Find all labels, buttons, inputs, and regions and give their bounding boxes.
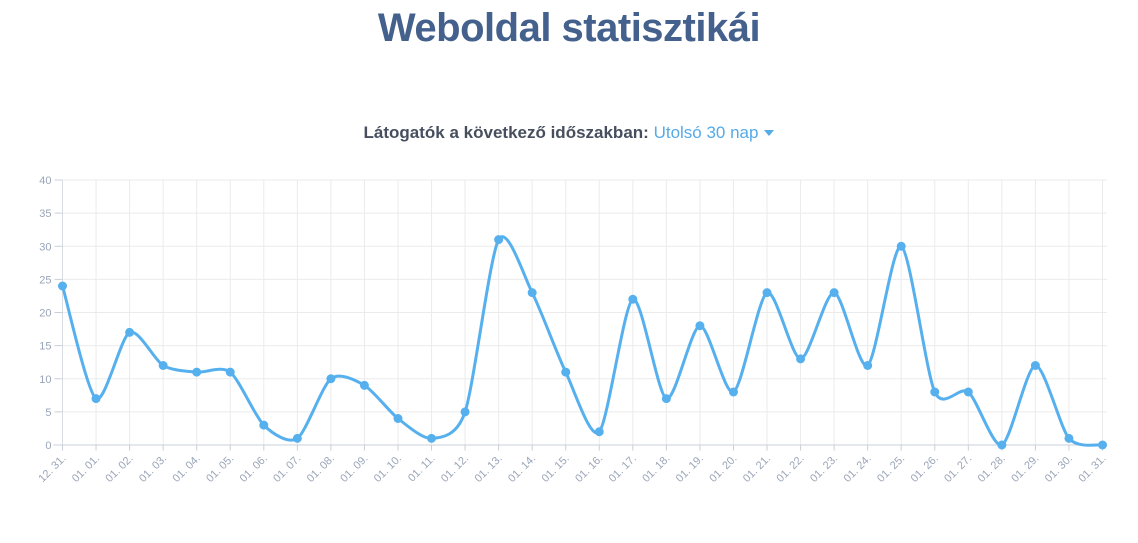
chart-line: [61, 235, 1104, 447]
data-point[interactable]: [393, 414, 403, 423]
y-axis-label: 5: [45, 407, 51, 419]
x-axis-label: 01. 06.: [238, 453, 270, 485]
data-point[interactable]: [259, 420, 269, 430]
data-point[interactable]: [930, 387, 940, 397]
data-point[interactable]: [1064, 433, 1074, 443]
x-axis-label: 01. 03.: [137, 453, 169, 485]
data-point[interactable]: [728, 387, 738, 397]
period-dropdown[interactable]: Utolsó 30 nap: [654, 121, 775, 145]
x-axis-label: 01. 01.: [70, 453, 102, 485]
data-point[interactable]: [125, 327, 135, 337]
x-axis-label: 01. 17.: [607, 453, 639, 485]
data-point[interactable]: [796, 354, 806, 364]
y-axis-label: 35: [39, 208, 51, 220]
page-title: Weboldal statisztikái: [377, 6, 761, 50]
x-axis-label: 01. 19.: [674, 453, 706, 485]
subtitle-label: Látogatók a következő időszakban:: [363, 123, 649, 142]
data-point[interactable]: [158, 361, 168, 370]
data-point[interactable]: [359, 380, 369, 390]
y-axis-label: 30: [39, 241, 51, 253]
y-axis-label: 20: [39, 308, 51, 320]
data-point[interactable]: [762, 288, 772, 298]
x-axis-label: 01. 31.: [1076, 453, 1108, 485]
data-point[interactable]: [863, 361, 873, 370]
data-point[interactable]: [192, 367, 202, 377]
x-axis-label: 01. 27.: [942, 453, 974, 485]
data-point[interactable]: [661, 394, 671, 404]
x-axis-label: 01. 29.: [1009, 453, 1041, 485]
data-point[interactable]: [494, 235, 504, 245]
data-point[interactable]: [594, 427, 604, 437]
data-point[interactable]: [963, 387, 973, 397]
x-axis-label: 01. 26.: [909, 453, 941, 485]
visitors-chart: 0 5 10 15 20 25 30 35 40 12. 31. 01. 01. 01. 02. 01.…: [0, 165, 1138, 538]
x-axis-label: 01. 12.: [439, 453, 471, 485]
data-point[interactable]: [628, 294, 638, 304]
x-axis-label: 01. 02.: [103, 453, 135, 485]
x-axis-label: 01. 16.: [573, 453, 605, 485]
x-axis-label: 01. 14.: [506, 453, 538, 485]
x-axis-label: 01. 28.: [976, 453, 1008, 485]
x-axis-label: 01. 18.: [640, 453, 672, 485]
caret-down-icon: [764, 130, 775, 136]
period-dropdown-label: Utolsó 30 nap: [653, 123, 759, 142]
data-point[interactable]: [829, 288, 839, 298]
data-point[interactable]: [695, 321, 705, 331]
data-point[interactable]: [427, 433, 437, 443]
y-axis-label: 40: [39, 175, 51, 187]
x-axis-label: 01. 24.: [842, 453, 874, 485]
x-axis-label: 01. 10.: [372, 453, 404, 485]
data-point[interactable]: [1098, 440, 1107, 450]
data-point[interactable]: [1030, 361, 1040, 370]
data-point[interactable]: [460, 407, 470, 417]
y-axis-label: 15: [39, 341, 51, 353]
x-axis-label: 01. 15.: [540, 453, 572, 485]
data-point[interactable]: [91, 394, 101, 404]
x-axis-label: 01. 30.: [1043, 453, 1075, 485]
chart-subtitle: Látogatók a következő időszakban: Utolsó…: [0, 121, 1138, 145]
x-axis-label: 01. 25.: [875, 453, 907, 485]
x-axis-label: 12. 31.: [36, 453, 68, 485]
x-axis-label: 01. 08.: [305, 453, 337, 485]
data-point[interactable]: [58, 281, 67, 291]
x-axis-label: 01. 20.: [707, 453, 739, 485]
data-point[interactable]: [997, 440, 1007, 450]
x-axis-label: 01. 04.: [171, 453, 203, 485]
data-point[interactable]: [561, 367, 571, 377]
x-axis-label: 01. 11.: [406, 453, 438, 485]
x-axis-label: 01. 05.: [204, 453, 236, 485]
data-point[interactable]: [225, 367, 235, 377]
x-axis-label: 01. 23.: [808, 453, 840, 485]
data-point[interactable]: [326, 374, 336, 384]
y-axis-label: 0: [45, 440, 51, 452]
x-axis-label: 01. 07.: [271, 453, 303, 485]
data-point[interactable]: [527, 288, 537, 298]
y-axis-label: 10: [39, 374, 51, 386]
y-axis-label: 25: [39, 274, 51, 286]
x-axis-label: 01. 22.: [774, 453, 806, 485]
x-axis-label: 01. 13.: [472, 453, 504, 485]
data-point[interactable]: [292, 433, 302, 443]
data-point[interactable]: [896, 241, 906, 251]
x-axis-label: 01. 21.: [741, 453, 773, 485]
x-axis-label: 01. 09.: [338, 453, 370, 485]
